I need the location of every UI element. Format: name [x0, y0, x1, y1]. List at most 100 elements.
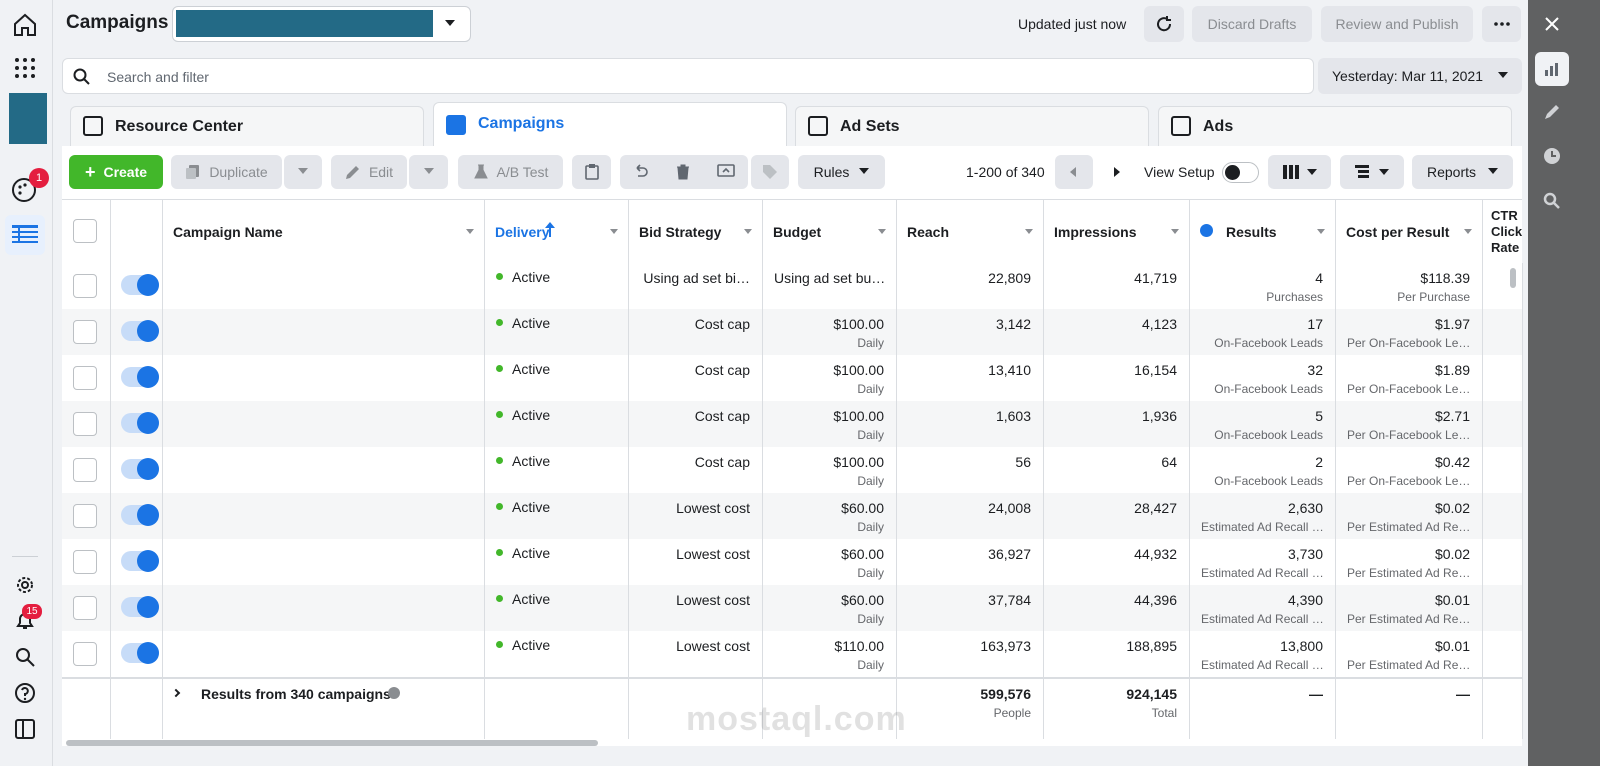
- column-header[interactable]: Bid Strategy: [628, 200, 762, 263]
- edit-button[interactable]: Edit: [331, 155, 407, 189]
- panel-icon[interactable]: [14, 718, 36, 740]
- row-checkbox[interactable]: [73, 642, 97, 666]
- account-avatar[interactable]: [9, 93, 47, 144]
- bid-cell: Lowest cost: [676, 500, 750, 516]
- active-panel-tab[interactable]: [1535, 52, 1569, 86]
- pencil-icon: [345, 166, 359, 179]
- next-page-button[interactable]: [1097, 155, 1135, 189]
- rules-button[interactable]: Rules: [798, 155, 885, 189]
- table-icon: [12, 225, 38, 243]
- tab[interactable]: Ads: [1158, 106, 1512, 146]
- account-selector[interactable]: [172, 6, 471, 42]
- budget-sub: Daily: [857, 382, 884, 396]
- column-header[interactable]: Budget: [762, 200, 896, 263]
- results-cell: 4,390: [1287, 592, 1323, 608]
- tab-label: Ads: [1203, 118, 1234, 135]
- help-icon[interactable]: [14, 682, 36, 704]
- duplicate-button[interactable]: Duplicate: [171, 155, 282, 189]
- results-sub: Estimated Ad Recall …: [1201, 658, 1324, 672]
- row-checkbox[interactable]: [73, 366, 97, 390]
- reports-button[interactable]: Reports: [1412, 155, 1513, 189]
- active-nav[interactable]: [5, 215, 45, 255]
- bid-cell: Cost cap: [694, 362, 750, 378]
- view-setup-toggle[interactable]: [1222, 162, 1259, 183]
- row-checkbox[interactable]: [73, 320, 97, 344]
- column-header[interactable]: CTR Click Rate: [1482, 200, 1522, 263]
- row-checkbox[interactable]: [73, 412, 97, 436]
- reach-cell: 13,410: [988, 362, 1031, 378]
- tab[interactable]: Campaigns: [433, 102, 787, 148]
- refresh-button[interactable]: [1144, 6, 1184, 42]
- more-button[interactable]: [1482, 6, 1521, 42]
- settings-icon[interactable]: [14, 574, 36, 596]
- cost-cell: $0.02: [1434, 546, 1470, 562]
- discard-drafts-button[interactable]: Discard Drafts: [1192, 6, 1312, 42]
- row-checkbox[interactable]: [73, 596, 97, 620]
- search-bar[interactable]: Search and filter: [62, 58, 1314, 94]
- campaign-toggle[interactable]: [121, 320, 159, 342]
- close-icon[interactable]: [1544, 16, 1560, 32]
- undo-icon[interactable]: [633, 164, 649, 180]
- vertical-scrollbar[interactable]: [1510, 268, 1516, 288]
- create-button[interactable]: + Create: [69, 155, 163, 189]
- budget-cell: $60.00: [841, 546, 884, 562]
- tab[interactable]: Resource Center: [70, 106, 424, 146]
- delivery-status: Active: [512, 453, 551, 469]
- prev-page-button[interactable]: [1055, 155, 1093, 189]
- column-header[interactable]: Reach: [896, 200, 1043, 263]
- row-checkbox[interactable]: [73, 274, 97, 298]
- cost-cell: $1.89: [1434, 362, 1470, 378]
- delete-icon[interactable]: [675, 164, 691, 180]
- campaign-toggle[interactable]: [121, 274, 159, 296]
- column-header[interactable]: Campaign Name: [162, 200, 484, 263]
- search-icon[interactable]: [14, 646, 36, 668]
- column-header[interactable]: Cost per Result: [1335, 200, 1482, 263]
- toggle-knob: [137, 550, 159, 572]
- preview-icon[interactable]: [717, 164, 735, 180]
- tag-button[interactable]: [751, 155, 789, 189]
- table-row: [62, 539, 1522, 585]
- campaign-toggle[interactable]: [121, 504, 159, 526]
- campaign-toggle[interactable]: [121, 366, 159, 388]
- campaign-toggle[interactable]: [121, 550, 159, 572]
- budget-sub: Daily: [857, 612, 884, 626]
- column-header[interactable]: Results: [1189, 200, 1335, 263]
- history-icon[interactable]: [1543, 147, 1561, 165]
- inspect-icon[interactable]: [1543, 192, 1561, 210]
- edit-icon[interactable]: [1543, 103, 1561, 121]
- campaign-toggle[interactable]: [121, 412, 159, 434]
- apps-icon[interactable]: [14, 57, 36, 79]
- campaign-toggle[interactable]: [121, 596, 159, 618]
- right-panel: [1528, 0, 1600, 766]
- row-checkbox[interactable]: [73, 458, 97, 482]
- breakdown-button[interactable]: [1340, 155, 1404, 189]
- home-icon[interactable]: [12, 12, 38, 38]
- duplicate-dropdown[interactable]: [284, 155, 322, 189]
- date-picker[interactable]: Yesterday: Mar 11, 2021: [1318, 58, 1522, 94]
- row-checkbox[interactable]: [73, 504, 97, 528]
- budget-cell: $100.00: [833, 408, 884, 424]
- tab[interactable]: Ad Sets: [795, 106, 1149, 146]
- tag-icon: [763, 165, 777, 179]
- header-checkbox[interactable]: [73, 219, 97, 243]
- campaign-toggle[interactable]: [121, 458, 159, 480]
- edit-dropdown[interactable]: [409, 155, 448, 189]
- columns-button[interactable]: [1268, 155, 1331, 189]
- column-separator: [1189, 263, 1190, 739]
- row-checkbox[interactable]: [73, 550, 97, 574]
- ab-test-button[interactable]: A/B Test: [458, 155, 563, 189]
- column-header[interactable]: Delivery: [484, 200, 628, 263]
- search-icon: [73, 68, 90, 85]
- search-placeholder: Search and filter: [107, 69, 209, 85]
- horizontal-scrollbar[interactable]: [66, 740, 598, 746]
- clipboard-button[interactable]: [572, 155, 611, 189]
- review-publish-button[interactable]: Review and Publish: [1321, 6, 1473, 42]
- cost-sub: Per Estimated Ad Re…: [1347, 520, 1471, 534]
- tab-label: Campaigns: [478, 115, 565, 132]
- palette-icon[interactable]: [11, 177, 37, 203]
- column-header[interactable]: Impressions: [1043, 200, 1189, 263]
- campaign-toggle[interactable]: [121, 642, 159, 664]
- toggle-knob: [137, 642, 159, 664]
- impressions-cell: 44,396: [1134, 592, 1177, 608]
- reach-cell: 56: [1015, 454, 1031, 470]
